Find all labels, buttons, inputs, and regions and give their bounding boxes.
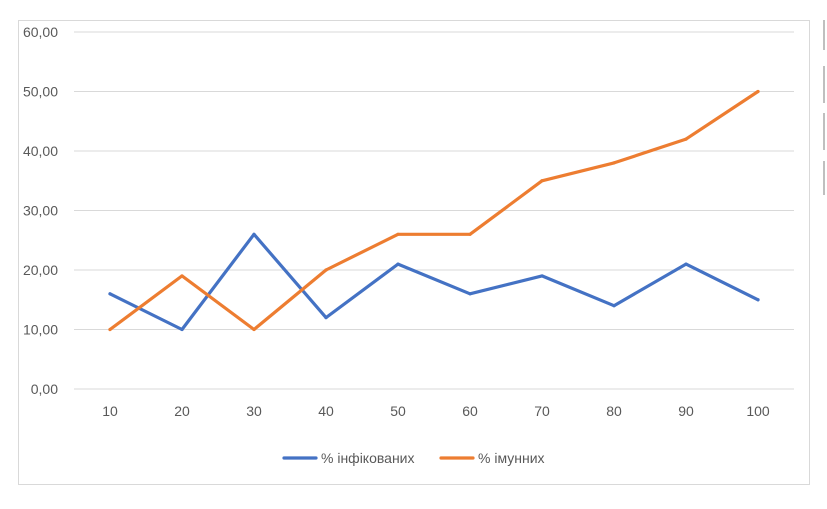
series-line [108, 232, 760, 332]
y-tick-label: 10,00 [23, 322, 58, 338]
data-point [540, 179, 544, 183]
x-tick-label: 90 [678, 403, 694, 419]
x-tick-label: 60 [462, 403, 478, 419]
data-point [684, 262, 688, 266]
legend-label: % інфікованих [321, 450, 415, 466]
edge-mark [823, 20, 825, 50]
y-axis-tick-labels: 0,00 10,00 20,00 30,00 40,00 50,00 60,00 [23, 24, 58, 397]
series-lines [108, 89, 760, 332]
x-tick-label: 40 [318, 403, 334, 419]
data-point [540, 274, 544, 278]
data-point [612, 304, 616, 308]
data-point [324, 316, 328, 320]
chart-area [18, 20, 810, 485]
data-point [396, 262, 400, 266]
x-tick-label: 20 [174, 403, 190, 419]
edge-mark [823, 161, 825, 195]
data-point [108, 292, 112, 296]
y-tick-label: 50,00 [23, 84, 58, 100]
x-tick-label: 70 [534, 403, 550, 419]
edge-mark [823, 113, 825, 150]
data-point [684, 137, 688, 141]
y-tick-label: 30,00 [23, 203, 58, 219]
data-point [108, 327, 112, 332]
x-tick-label: 50 [390, 403, 406, 419]
gridlines [74, 31, 794, 390]
data-point [756, 89, 760, 94]
data-point [468, 292, 472, 296]
x-tick-label: 10 [102, 403, 118, 419]
data-point [252, 327, 256, 332]
data-point [252, 232, 256, 236]
y-tick-label: 20,00 [23, 262, 58, 278]
legend: % інфікованих % імунних [282, 450, 545, 466]
x-axis-tick-labels: 10 20 30 40 50 60 70 80 90 100 [102, 403, 770, 419]
data-point [468, 232, 472, 236]
y-tick-label: 60,00 [23, 24, 58, 40]
edge-mark [823, 66, 825, 103]
x-tick-label: 30 [246, 403, 262, 419]
data-point [180, 274, 184, 278]
data-point [324, 268, 328, 272]
data-point [396, 232, 400, 236]
y-tick-label: 40,00 [23, 143, 58, 159]
series-line [108, 89, 760, 332]
data-point [180, 327, 184, 332]
data-point [612, 161, 616, 165]
x-tick-label: 80 [606, 403, 622, 419]
x-tick-label: 100 [746, 403, 770, 419]
y-tick-label: 0,00 [31, 381, 58, 397]
legend-label: % імунних [478, 450, 545, 466]
data-point [756, 298, 760, 302]
